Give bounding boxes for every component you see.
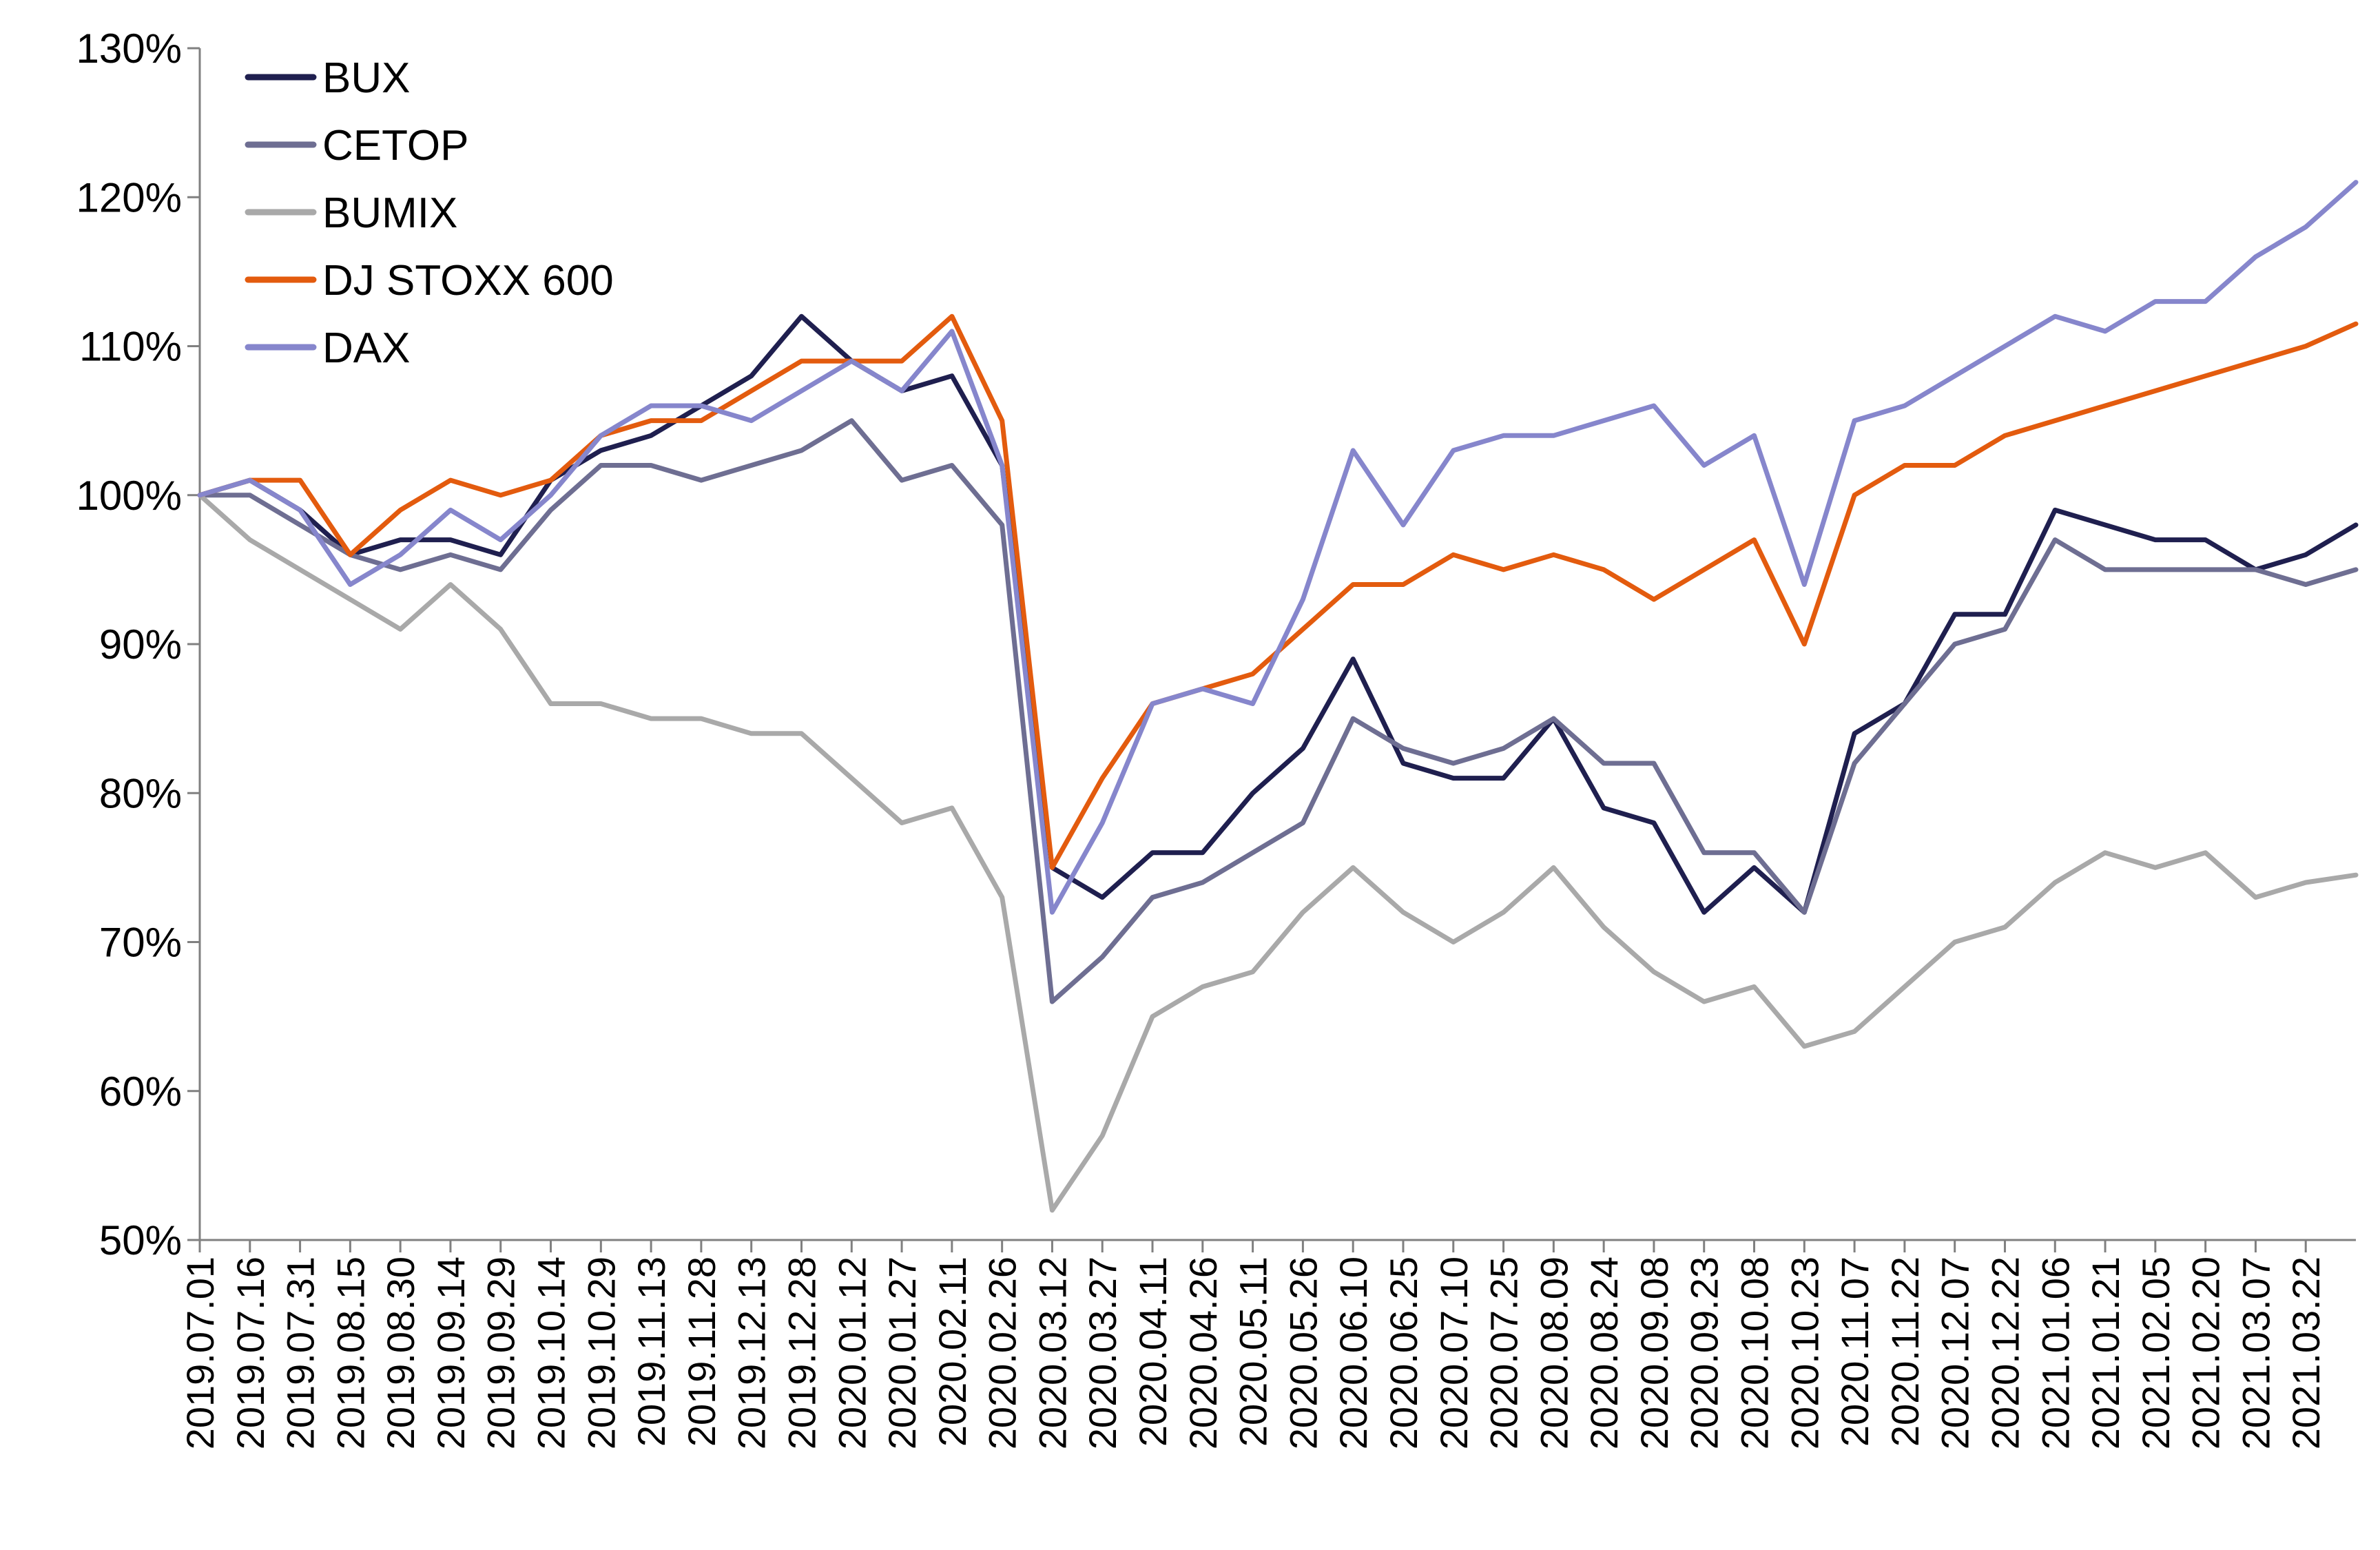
- x-tick-label: 2020.06.10: [1332, 1257, 1375, 1449]
- x-tick-label: 2020.05.11: [1232, 1257, 1275, 1447]
- x-tick-label: 2019.09.14: [429, 1257, 473, 1449]
- x-tick-label: 2021.01.06: [2034, 1257, 2077, 1449]
- x-tick-label: 2020.09.23: [1683, 1257, 1726, 1449]
- legend-label-dax: DAX: [322, 324, 410, 372]
- x-tick-label: 2020.01.27: [880, 1257, 924, 1449]
- x-tick-label: 2020.03.12: [1031, 1257, 1074, 1449]
- x-tick-label: 2020.06.25: [1382, 1257, 1425, 1449]
- y-tick-label: 120%: [76, 174, 182, 220]
- x-tick-label: 2019.10.14: [530, 1257, 573, 1449]
- legend: BUX CETOP BUMIX DJ STOXX 600 DAX: [245, 54, 614, 372]
- legend-label-bux: BUX: [322, 54, 410, 102]
- x-tick-label: 2020.02.11: [931, 1257, 974, 1447]
- legend-label-bumix: BUMIX: [322, 189, 457, 237]
- x-axis: 2019.07.01 2019.07.16 2019.07.31 2019.08.15…: [178, 1239, 2356, 1449]
- y-axis: 50% 60% 70% 80% 90% 100% 110% 120% 130%: [76, 25, 201, 1263]
- y-tick-label: 90%: [99, 621, 182, 668]
- x-tick-label: 2021.02.05: [2134, 1257, 2177, 1449]
- series-line-dj-stoxx-600: [197, 313, 2359, 870]
- x-tick-label: 2020.02.26: [981, 1257, 1024, 1449]
- x-tick-label: 2020.09.08: [1633, 1257, 1676, 1449]
- x-tick-label: 2019.12.13: [730, 1257, 774, 1449]
- x-tick-label: 2019.11.28: [680, 1257, 723, 1447]
- x-tick-label: 2020.04.26: [1181, 1257, 1225, 1449]
- series-line-bumix: [197, 493, 2359, 1213]
- x-tick-label: 2020.03.27: [1081, 1257, 1124, 1449]
- x-tick-label: 2019.07.01: [178, 1257, 222, 1449]
- x-tick-label: 2019.12.28: [780, 1257, 823, 1449]
- x-tick-label: 2019.07.31: [279, 1257, 322, 1449]
- x-tick-label: 2020.10.23: [1783, 1257, 1826, 1449]
- x-tick-label: 2021.03.22: [2284, 1257, 2328, 1449]
- x-tick-label: 2021.01.21: [2084, 1257, 2127, 1449]
- x-tick-label: 2020.07.10: [1432, 1257, 1476, 1449]
- x-tick-label: 2019.10.29: [579, 1257, 623, 1449]
- x-tick-label: 2020.12.22: [1983, 1257, 2027, 1449]
- y-tick-label: 70%: [99, 920, 182, 966]
- series-line-dax: [197, 180, 2359, 915]
- x-tick-label: 2020.12.07: [1934, 1257, 1977, 1449]
- x-tick-label: 2019.07.16: [229, 1257, 272, 1449]
- series-lines: [197, 180, 2359, 1213]
- legend-label-dj-stoxx-600: DJ STOXX 600: [322, 257, 614, 304]
- x-tick-label: 2020.10.08: [1733, 1257, 1777, 1449]
- y-tick-label: 100%: [76, 473, 182, 519]
- x-tick-label: 2019.11.13: [630, 1257, 673, 1447]
- y-tick-label: 80%: [99, 770, 182, 816]
- y-tick-label: 50%: [99, 1217, 182, 1263]
- series-line-bux: [197, 313, 2359, 915]
- x-tick-label: 2021.03.07: [2234, 1257, 2277, 1449]
- x-tick-label: 2020.01.12: [830, 1257, 873, 1449]
- x-tick-label: 2019.08.15: [329, 1257, 372, 1449]
- legend-label-cetop: CETOP: [322, 122, 468, 169]
- x-tick-label: 2020.08.09: [1532, 1257, 1575, 1449]
- x-tick-label: 2020.11.22: [1883, 1257, 1927, 1447]
- y-tick-label: 110%: [79, 324, 182, 370]
- x-tick-label: 2019.09.29: [479, 1257, 523, 1449]
- y-tick-label: 130%: [76, 25, 182, 72]
- x-tick-label: 2020.05.26: [1281, 1257, 1325, 1449]
- y-tick-label: 60%: [99, 1068, 182, 1115]
- x-tick-label: 2019.08.30: [379, 1257, 422, 1449]
- series-line-cetop: [197, 418, 2359, 1004]
- x-tick-label: 2021.02.20: [2184, 1257, 2228, 1449]
- x-tick-label: 2020.04.11: [1131, 1257, 1175, 1447]
- x-tick-label: 2020.07.25: [1482, 1257, 1526, 1449]
- x-tick-label: 2020.11.07: [1833, 1257, 1876, 1447]
- x-tick-label: 2020.08.24: [1582, 1257, 1626, 1449]
